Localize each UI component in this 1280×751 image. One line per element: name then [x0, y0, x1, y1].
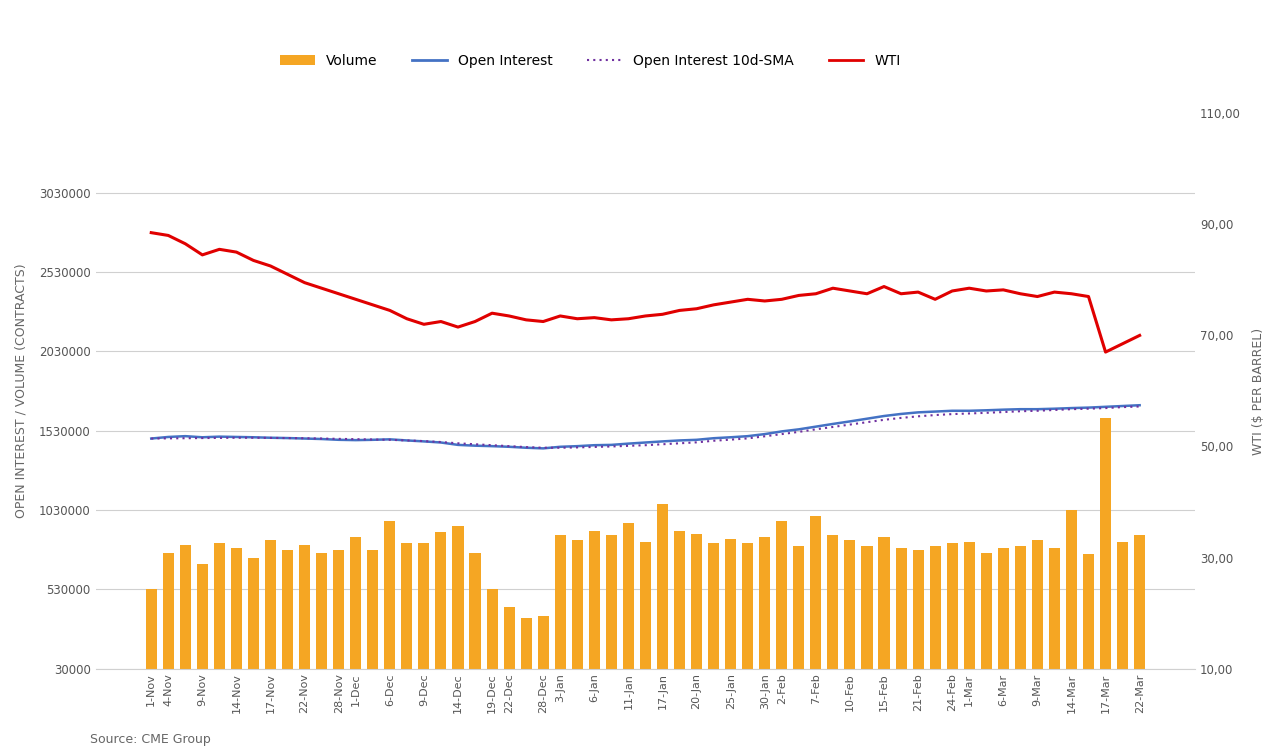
Bar: [521, 618, 531, 674]
Bar: [179, 544, 191, 674]
Bar: [657, 504, 668, 674]
Bar: [452, 526, 463, 674]
Bar: [708, 543, 719, 674]
Bar: [947, 543, 957, 674]
Bar: [794, 547, 804, 674]
Bar: [419, 543, 429, 674]
Bar: [964, 541, 975, 674]
Bar: [333, 550, 344, 674]
Bar: [554, 535, 566, 674]
Bar: [384, 521, 396, 674]
Bar: [538, 617, 549, 674]
Bar: [1100, 418, 1111, 674]
Bar: [878, 537, 890, 674]
Bar: [691, 534, 703, 674]
Bar: [1048, 548, 1060, 674]
Bar: [146, 590, 156, 674]
Bar: [435, 532, 447, 674]
Bar: [486, 590, 498, 674]
Bar: [861, 547, 873, 674]
Y-axis label: OPEN INTEREST / VOLUME (CONTRACTS): OPEN INTEREST / VOLUME (CONTRACTS): [15, 264, 28, 518]
Bar: [640, 541, 652, 674]
Bar: [929, 547, 941, 674]
Bar: [980, 553, 992, 674]
Bar: [913, 550, 924, 674]
Bar: [623, 523, 634, 674]
Bar: [402, 543, 412, 674]
Bar: [265, 540, 276, 674]
Bar: [1134, 535, 1146, 674]
Bar: [351, 537, 361, 674]
Y-axis label: WTI ($ PER BARREL): WTI ($ PER BARREL): [1252, 327, 1265, 454]
Bar: [1117, 541, 1128, 674]
Bar: [197, 564, 207, 674]
Bar: [230, 548, 242, 674]
Bar: [827, 535, 838, 674]
Text: Source: CME Group: Source: CME Group: [90, 734, 210, 746]
Legend: Volume, Open Interest, Open Interest 10d-SMA, WTI: Volume, Open Interest, Open Interest 10d…: [274, 48, 906, 73]
Bar: [998, 548, 1009, 674]
Bar: [572, 540, 582, 674]
Bar: [470, 553, 480, 674]
Bar: [214, 543, 225, 674]
Bar: [605, 535, 617, 674]
Bar: [896, 548, 906, 674]
Bar: [1066, 510, 1076, 674]
Bar: [282, 550, 293, 674]
Bar: [248, 557, 259, 674]
Bar: [724, 538, 736, 674]
Bar: [163, 553, 174, 674]
Bar: [1083, 554, 1094, 674]
Bar: [742, 543, 753, 674]
Bar: [759, 537, 771, 674]
Bar: [503, 607, 515, 674]
Bar: [589, 530, 600, 674]
Bar: [1015, 547, 1025, 674]
Bar: [675, 530, 685, 674]
Bar: [1032, 540, 1043, 674]
Bar: [316, 553, 328, 674]
Bar: [845, 540, 855, 674]
Bar: [367, 550, 379, 674]
Bar: [776, 521, 787, 674]
Bar: [810, 516, 822, 674]
Bar: [300, 544, 310, 674]
